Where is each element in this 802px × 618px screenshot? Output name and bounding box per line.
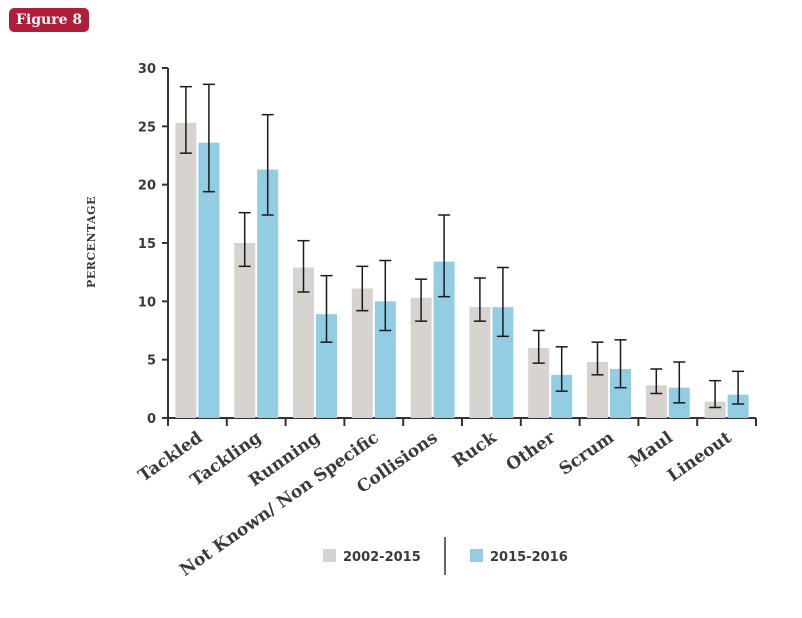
legend-label-series2: 2015-2016 <box>490 550 568 565</box>
y-axis-title: PERCENTAGE <box>85 196 98 288</box>
chart-legend: 2002-2015 2015-2016 <box>323 537 568 575</box>
bar-series1 <box>351 288 373 418</box>
bar-series2 <box>551 374 573 418</box>
bar-series1 <box>175 122 197 418</box>
y-tick-label: 0 <box>147 412 156 427</box>
legend-swatch-series2 <box>470 549 483 562</box>
bar-series1 <box>587 362 608 418</box>
bar-series2 <box>198 142 220 418</box>
bar-series2 <box>433 261 455 418</box>
figure-label-badge: Figure 8 <box>9 8 90 32</box>
category-label: Lineout <box>664 428 736 486</box>
bar-series2 <box>610 369 631 418</box>
y-tick-label: 5 <box>147 354 156 369</box>
bar-series1 <box>234 243 256 418</box>
legend-swatch-series1 <box>323 549 336 562</box>
y-tick-label: 10 <box>138 295 156 310</box>
chart-error-bars <box>179 83 745 409</box>
category-label: Ruck <box>449 427 501 472</box>
y-tick-label: 20 <box>138 179 156 194</box>
bar-series2 <box>727 394 749 418</box>
category-label: Other <box>503 427 560 475</box>
y-tick-label: 30 <box>138 62 156 77</box>
bar-series1 <box>469 307 491 418</box>
y-tick-label: 25 <box>138 120 156 135</box>
bar-series1 <box>704 401 726 418</box>
category-label: Scrum <box>556 428 618 480</box>
chart-axes: 0 5 10 15 20 25 30 <box>138 62 757 427</box>
bar-series2 <box>257 169 279 418</box>
bar-series1 <box>293 267 314 418</box>
y-tick-label: 15 <box>138 237 156 252</box>
bar-series2 <box>492 307 514 418</box>
chart-bars <box>175 122 749 418</box>
legend-label-series1: 2002-2015 <box>343 550 421 565</box>
bar-series1 <box>410 297 432 418</box>
bar-series1 <box>528 348 550 418</box>
bar-series2 <box>316 314 337 418</box>
